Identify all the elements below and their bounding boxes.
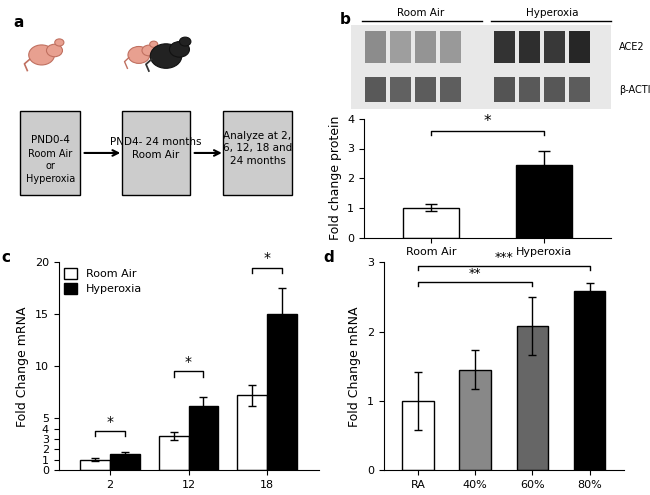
Bar [441,77,462,102]
Bar [390,77,411,102]
Text: *: * [264,251,271,265]
Bar [390,31,411,62]
Bar [390,77,411,102]
Text: Room Air: Room Air [397,8,445,18]
Bar [402,401,434,470]
Bar [159,436,188,470]
Bar [188,406,218,470]
Bar [365,77,386,102]
Text: Hyperoxia: Hyperoxia [526,8,578,18]
Bar [110,453,140,470]
Bar [267,314,297,470]
Circle shape [142,45,156,56]
Bar [365,31,386,62]
Text: ACE2: ACE2 [619,42,645,51]
Text: a: a [13,15,23,30]
Bar [519,31,540,62]
Bar [515,165,572,238]
Text: d: d [324,250,334,265]
Bar [544,31,565,62]
Bar [544,77,565,102]
Text: **: ** [469,267,482,280]
Bar [20,111,80,195]
Text: *: * [484,114,491,129]
Circle shape [170,42,189,57]
Bar [80,460,110,470]
Text: *: * [185,355,192,369]
Text: Analyze at 2,
6, 12, 18 and
24 months: Analyze at 2, 6, 12, 18 and 24 months [223,131,292,166]
Bar [519,31,540,62]
Circle shape [46,44,62,57]
Legend: Room Air, Hyperoxia: Room Air, Hyperoxia [64,268,142,294]
Text: c: c [1,250,10,265]
Bar [544,77,565,102]
Text: PND4- 24 months
Room Air: PND4- 24 months Room Air [111,137,202,160]
Text: b: b [340,12,351,27]
Bar [493,31,515,62]
Bar [441,31,462,62]
Bar [390,31,411,62]
Bar [415,77,436,102]
Circle shape [29,45,55,65]
Bar [415,31,436,62]
Bar [574,292,605,470]
Bar [403,208,460,238]
Circle shape [150,41,158,48]
Text: β-ACTIN: β-ACTIN [619,85,650,95]
Circle shape [179,37,191,46]
Bar [519,77,540,102]
Bar [569,31,590,62]
Bar [441,77,462,102]
Bar [237,396,267,470]
Circle shape [55,39,64,46]
Bar [415,77,436,102]
Bar [460,370,491,470]
Bar [493,77,515,102]
Bar [493,31,515,62]
Bar [519,77,540,102]
Y-axis label: Fold change protein: Fold change protein [329,116,342,241]
Text: PND0-4: PND0-4 [31,135,70,145]
Y-axis label: Fold Change mRNA: Fold Change mRNA [16,306,29,427]
Bar [493,77,515,102]
Text: *: * [106,415,113,429]
Bar [415,31,436,62]
Bar [441,31,462,62]
Text: Room Air
or
Hyperoxia: Room Air or Hyperoxia [25,149,75,184]
Text: ***: *** [495,251,513,264]
Bar [569,31,590,62]
Bar [569,77,590,102]
Circle shape [150,44,182,68]
Y-axis label: Fold Change mRNA: Fold Change mRNA [348,306,361,427]
Bar [517,326,548,470]
Bar [365,31,386,62]
Circle shape [128,47,150,63]
Bar [122,111,190,195]
Bar [365,77,386,102]
Bar [569,77,590,102]
Bar [544,31,565,62]
Bar [223,111,292,195]
